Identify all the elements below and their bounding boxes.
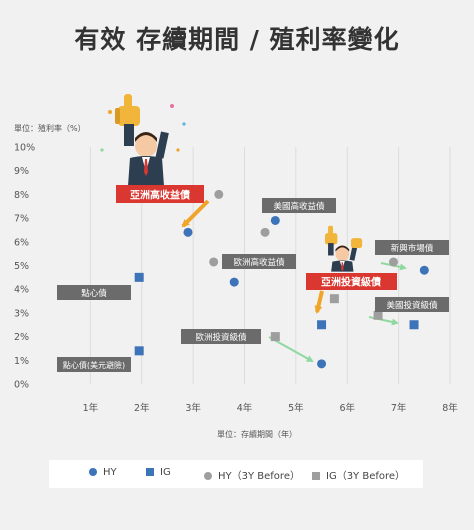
annotation-text: 點心債(美元避險) [63, 360, 125, 370]
legend-item-hy-3y: HY（3Y Before） [204, 467, 300, 482]
arrow-us-ig [368, 316, 399, 326]
x-tick-label: 5年 [288, 402, 304, 414]
data-point [409, 320, 419, 330]
legend-marker [146, 468, 154, 476]
annotation-us-ig: 美國投資級債 [375, 297, 449, 312]
data-point [317, 320, 327, 330]
x-ticks: 1年 2年 3年 4年 5年 6年 7年 8年 [83, 402, 459, 414]
legend: HY IG HY（3Y Before） IG（3Y Before） [49, 460, 423, 488]
annotation-text: 歐洲高收益債 [233, 257, 285, 268]
data-point [134, 346, 144, 356]
annotation-text: 歐洲投資級債 [195, 332, 247, 343]
y-axis-label: 單位：殖利率（%） [14, 123, 86, 133]
legend-label: HY（3Y Before） [218, 471, 300, 482]
annotation-text: 亞洲投資級債 [321, 276, 381, 289]
data-point [270, 215, 280, 225]
annotation-text: 美國投資級債 [386, 300, 438, 311]
y-tick-label: 10% [14, 143, 35, 154]
legend-marker [312, 472, 320, 480]
data-point [317, 359, 327, 369]
x-tick-label: 4年 [237, 402, 253, 414]
y-tick-label: 0% [14, 380, 29, 391]
y-tick-label: 4% [14, 285, 29, 296]
legend-item-hy: HY [89, 467, 117, 478]
arrow-asia-hy [181, 199, 210, 228]
annotation-eu-hy: 歐洲高收益債 [222, 254, 296, 269]
data-point [373, 310, 383, 320]
y-tick-label: 1% [14, 356, 29, 367]
y-tick-label: 7% [14, 214, 29, 225]
data-point [134, 272, 144, 282]
y-tick-label: 9% [14, 166, 29, 177]
legend-label: HY [103, 467, 117, 478]
annotation-dim-sum: 點心債 [57, 285, 131, 300]
annotation-dim-sum-hedged: 點心債(美元避險) [57, 357, 131, 372]
x-tick-label: 6年 [339, 402, 355, 414]
data-point [388, 257, 398, 267]
y-tick-label: 8% [14, 190, 29, 201]
legend-marker [204, 472, 212, 480]
y-tick-label: 2% [14, 332, 29, 343]
legend-label: IG（3Y Before） [326, 471, 406, 482]
annotation-text: 美國高收益債 [273, 201, 325, 212]
data-point [214, 189, 224, 199]
annotation-text: 亞洲高收益債 [130, 189, 190, 202]
y-tick-label: 5% [14, 261, 29, 272]
x-tick-label: 7年 [391, 402, 407, 414]
y-ticks: 0% 1% 2% 3% 4% 5% 6% 7% 8% 9% 10% [14, 143, 35, 391]
annotation-asia-hy: 亞洲高收益債 [116, 185, 204, 203]
annotation-asia-ig: 亞洲投資級債 [306, 273, 397, 290]
legend-marker [89, 468, 97, 476]
data-point [270, 332, 280, 342]
annotation-text: 新興市場債 [391, 243, 434, 254]
y-tick-label: 6% [14, 237, 29, 248]
businessman-thumbs-up-icon [100, 94, 186, 186]
y-tick-label: 3% [14, 308, 29, 319]
legend-label: IG [160, 467, 171, 478]
x-axis-label: 單位：存續期間（年） [217, 429, 297, 439]
legend-item-ig-3y: IG（3Y Before） [312, 467, 405, 482]
x-tick-label: 3年 [185, 402, 201, 414]
data-point [183, 227, 193, 237]
data-point [419, 265, 429, 275]
data-point [209, 257, 219, 267]
x-tick-label: 1年 [83, 402, 99, 414]
data-point [229, 277, 239, 287]
businessman-thumbs-up-icon [324, 225, 363, 272]
x-tick-label: 8年 [442, 402, 458, 414]
chart-title: 有效 存續期間 / 殖利率變化 [74, 25, 400, 54]
data-point [260, 227, 270, 237]
annotation-em-debt: 新興市場債 [375, 240, 449, 255]
annotation-eu-ig: 歐洲投資級債 [181, 329, 261, 344]
arrow-asia-ig [314, 290, 324, 314]
annotation-text: 點心債 [81, 288, 107, 299]
data-point [329, 294, 339, 304]
annotation-us-hy: 美國高收益債 [262, 198, 336, 213]
x-tick-label: 2年 [134, 402, 150, 414]
legend-item-ig: IG [146, 467, 171, 478]
